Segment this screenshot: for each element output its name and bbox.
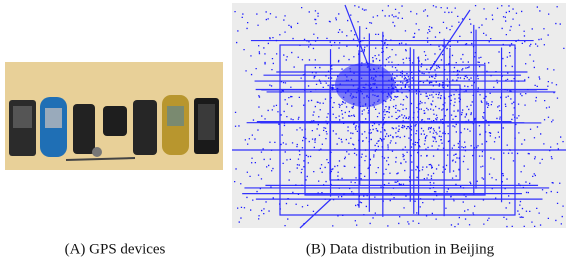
caption: (A) GPS devices [65,241,166,257]
map-background [232,3,566,228]
trajectory-map [232,3,566,228]
coin [92,147,102,157]
device-screen [45,108,62,128]
device-screen [198,104,215,140]
device-screen [167,106,184,126]
device-screen [13,106,32,128]
device [73,104,95,154]
device [133,100,157,155]
gps-photo [5,62,223,170]
device [103,106,127,136]
caption: (B) Data distribution in Beijing [306,241,495,257]
figure: (A) GPS devices (B) Data distribution in… [0,0,571,265]
dense-core [335,63,395,107]
